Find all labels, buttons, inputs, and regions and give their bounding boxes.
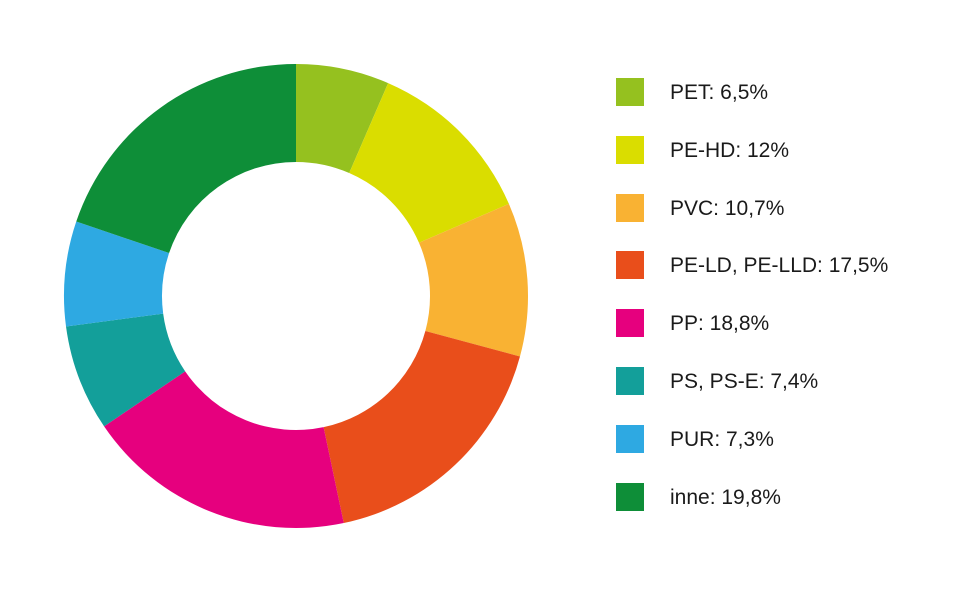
legend-swatch [616, 366, 644, 395]
pie-slice-inne [76, 64, 296, 253]
pie-slice-pe-hd [349, 83, 509, 243]
pie-slice-pp [104, 371, 344, 528]
legend-label: PP: 18,8% [670, 312, 770, 336]
legend-item: PVC: 10,7% [616, 193, 946, 252]
pie-slice-ps-ps-e [66, 313, 186, 427]
pie-slice-pe-ld-pe-lld [323, 330, 520, 524]
legend-label: PVC: 10,7% [670, 196, 785, 220]
legend-swatch [616, 193, 644, 222]
legend-item: PE-LD, PE-LLD: 17,5% [616, 251, 946, 309]
pie-slice-pvc [418, 203, 529, 357]
legend-item: PET: 6,5% [616, 78, 946, 136]
legend-label: PS, PS-E: 7,4% [670, 369, 819, 393]
legend-item: inne: 19,8% [616, 482, 946, 541]
legend-label: PE-HD: 12% [670, 138, 790, 162]
legend-swatch [616, 482, 644, 511]
legend-label: PET: 6,5% [670, 81, 769, 104]
legend-swatch [616, 135, 644, 164]
legend-item: PS, PS-E: 7,4% [616, 366, 946, 425]
legend-label: inne: 19,8% [670, 485, 781, 509]
pie-slice-pet [296, 64, 389, 174]
pie-slice-pur [63, 221, 170, 327]
legend-swatch [616, 251, 644, 280]
legend-label: PUR: 7,3% [670, 427, 774, 451]
legend-label: PE-LD, PE-LLD: 17,5% [670, 254, 889, 278]
legend-item: PP: 18,8% [616, 309, 946, 367]
legend-swatch [616, 309, 644, 338]
legend-item: PUR: 7,3% [616, 424, 946, 483]
legend-swatch [616, 78, 644, 106]
chart-legend: PET: 6,5% PE-HD: 12% PVC: 10,7% PE-LD, PE-L… [616, 78, 946, 540]
legend-item: PE-HD: 12% [616, 135, 946, 194]
legend-swatch [616, 424, 644, 453]
